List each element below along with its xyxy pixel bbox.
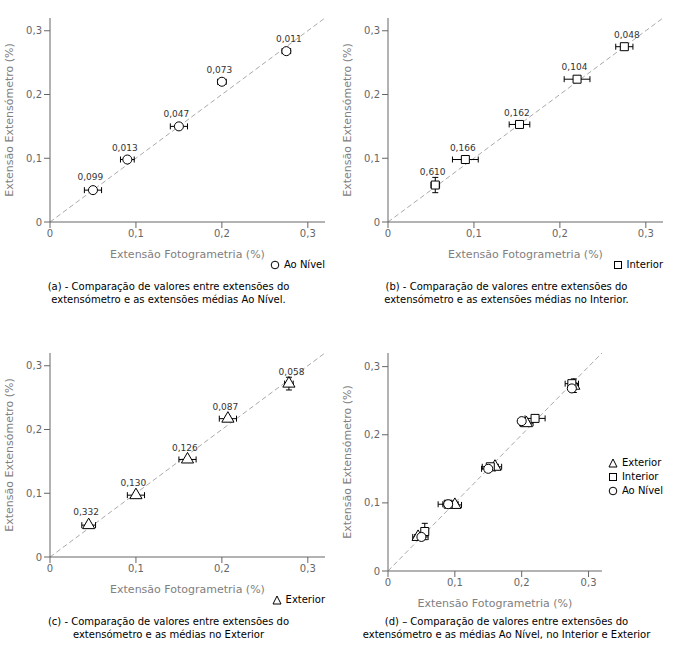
html-text:(b) - Comparação de valores en: (b) - Comparação de valores entre extens… [384, 281, 629, 305]
html-text:(d) – Comparação de valores en: (d) – Comparação de valores entre extens… [362, 615, 651, 640]
svg-text:Extensão Fotogrametria (%): Extensão Fotogrametria (%) [110, 583, 265, 596]
svg-text:0,2: 0,2 [214, 563, 230, 574]
svg-text:0,011: 0,011 [276, 34, 302, 44]
html-text:(a) - Comparação de valores en: (a) - Comparação de valores entre extens… [47, 281, 290, 305]
svg-text:0,332: 0,332 [73, 506, 99, 516]
svg-text:0,1: 0,1 [128, 228, 144, 239]
svg-text:0,1: 0,1 [26, 153, 42, 164]
svg-text:0,2: 0,2 [26, 89, 42, 100]
svg-text:0,2: 0,2 [364, 429, 380, 440]
svg-text:0,013: 0,013 [112, 143, 138, 153]
svg-text:0,2: 0,2 [552, 228, 568, 239]
svg-text:0: 0 [36, 551, 42, 562]
html-text:Ao Nível: Ao Nível [283, 259, 325, 270]
svg-text:Extensão Extensómetro (%): Extensão Extensómetro (%) [341, 43, 354, 197]
svg-text:0,2: 0,2 [26, 424, 42, 435]
html-text:Ao Nível: Ao Nível [621, 484, 663, 496]
svg-text:0: 0 [374, 565, 380, 576]
svg-text:0,3: 0,3 [364, 25, 380, 36]
svg-text:0: 0 [47, 563, 53, 574]
svg-text:0,3: 0,3 [26, 25, 42, 36]
svg-text:0: 0 [47, 228, 53, 239]
svg-text:0,1: 0,1 [26, 487, 42, 498]
svg-text:0,1: 0,1 [128, 563, 144, 574]
svg-text:0,1: 0,1 [447, 577, 463, 588]
svg-text:0,3: 0,3 [300, 563, 316, 574]
svg-text:0,087: 0,087 [212, 401, 238, 411]
svg-text:0,3: 0,3 [638, 228, 654, 239]
svg-text:0,3: 0,3 [26, 360, 42, 371]
svg-text:0,2: 0,2 [514, 577, 530, 588]
svg-text:0: 0 [36, 217, 42, 228]
svg-text:0,1: 0,1 [364, 497, 380, 508]
svg-text:0,058: 0,058 [279, 366, 305, 376]
svg-text:0,126: 0,126 [172, 442, 198, 452]
svg-text:Extensão Fotogrametria (%): Extensão Fotogrametria (%) [418, 597, 573, 610]
svg-text:0,104: 0,104 [562, 62, 588, 72]
svg-text:0,3: 0,3 [364, 361, 380, 372]
svg-text:0,073: 0,073 [206, 65, 232, 75]
svg-text:0: 0 [385, 577, 391, 588]
svg-text:0,047: 0,047 [163, 109, 189, 119]
svg-text:0,2: 0,2 [364, 89, 380, 100]
svg-text:0,610: 0,610 [420, 167, 446, 177]
svg-text:Extensão Extensómetro (%): Extensão Extensómetro (%) [341, 385, 354, 539]
svg-text:0,099: 0,099 [78, 172, 104, 182]
svg-text:0,130: 0,130 [120, 478, 146, 488]
svg-text:Extensão Extensómetro (%): Extensão Extensómetro (%) [8, 378, 16, 532]
svg-text:0,1: 0,1 [466, 228, 482, 239]
svg-text:Extensão Extensómetro (%): Extensão Extensómetro (%) [8, 43, 16, 197]
svg-text:0,2: 0,2 [214, 228, 230, 239]
svg-text:0,3: 0,3 [300, 228, 316, 239]
svg-text:0,3: 0,3 [581, 577, 597, 588]
svg-text:0,166: 0,166 [450, 143, 476, 153]
svg-text:Extensão Fotogrametria (%): Extensão Fotogrametria (%) [448, 248, 603, 261]
svg-text:0: 0 [374, 217, 380, 228]
svg-text:0,162: 0,162 [504, 108, 530, 118]
html-text:Interior: Interior [621, 470, 659, 482]
svg-text:0,048: 0,048 [614, 30, 640, 40]
html-text:(c) - Comparação de valores en: (c) - Comparação de valores entre extens… [48, 615, 289, 640]
html-text:Exterior: Exterior [621, 456, 662, 468]
html-text:Exterior: Exterior [285, 593, 325, 605]
svg-text:Extensão Fotogrametria (%): Extensão Fotogrametria (%) [110, 248, 265, 261]
svg-text:0,1: 0,1 [364, 153, 380, 164]
html-text:Interior: Interior [626, 259, 663, 270]
svg-text:0: 0 [385, 228, 391, 239]
